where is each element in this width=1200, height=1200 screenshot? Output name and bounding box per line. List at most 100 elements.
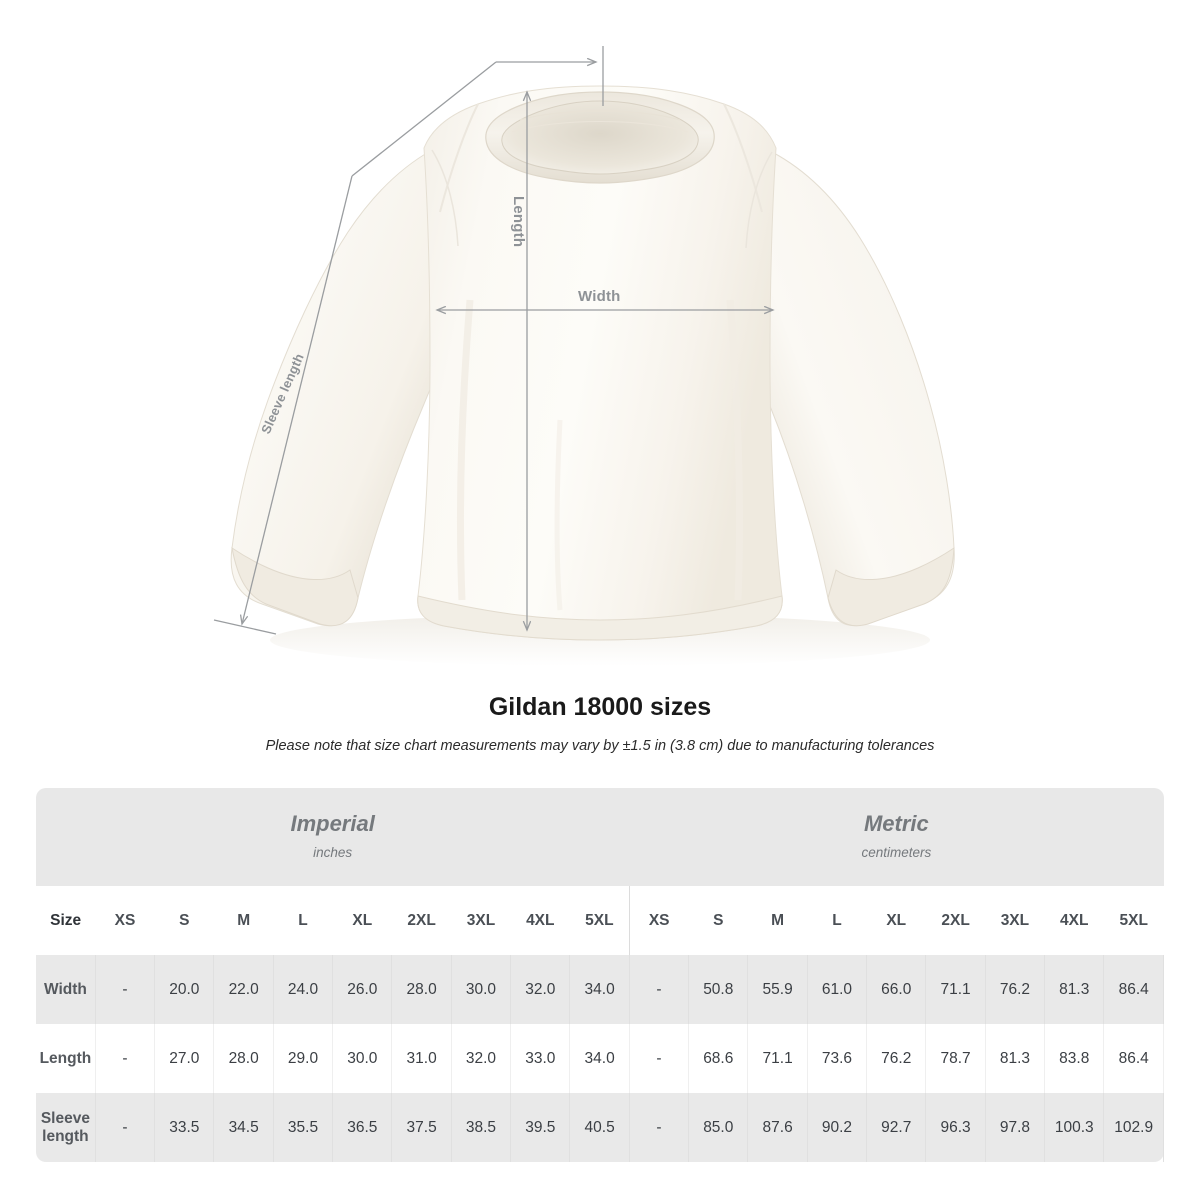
- size-header-imperial-m: M: [213, 886, 274, 955]
- cell-length-imperial-l: 29.0: [273, 1024, 334, 1093]
- cell-sleeve-imperial-4xl: 39.5: [510, 1093, 571, 1162]
- size-header-imperial-l: L: [273, 886, 333, 955]
- row-label-sleeve-length: Sleeve length: [36, 1093, 96, 1162]
- cell-length-imperial-xl: 30.0: [332, 1024, 393, 1093]
- size-header-imperial-xs: XS: [95, 886, 155, 955]
- cell-sleeve-metric-3xl: 97.8: [985, 1093, 1046, 1162]
- imperial-sublabel: inches: [313, 845, 353, 860]
- size-header-metric-l: L: [807, 886, 867, 955]
- cell-sleeve-metric-s: 85.0: [688, 1093, 749, 1162]
- cell-length-imperial-s: 27.0: [154, 1024, 215, 1093]
- cell-sleeve-imperial-3xl: 38.5: [451, 1093, 512, 1162]
- cell-length-imperial-3xl: 32.0: [451, 1024, 512, 1093]
- cell-width-metric-4xl: 81.3: [1044, 955, 1105, 1024]
- width-annotation-label: Width: [578, 288, 621, 305]
- size-header-metric-4xl: 4XL: [1044, 886, 1104, 955]
- row-label-width: Width: [36, 955, 96, 1024]
- sweatshirt-diagram: [213, 46, 955, 666]
- cell-sleeve-metric-2xl: 96.3: [925, 1093, 986, 1162]
- garment-illustration: Length Width Sleeve length: [213, 46, 955, 666]
- cell-length-imperial-4xl: 33.0: [510, 1024, 571, 1093]
- size-header-imperial-2xl: 2XL: [391, 886, 452, 955]
- size-header-metric-xs: XS: [628, 886, 689, 955]
- size-header-metric-2xl: 2XL: [925, 886, 986, 955]
- size-header-metric-xl: XL: [866, 886, 926, 955]
- cell-length-metric-xl: 76.2: [866, 1024, 927, 1093]
- cell-sleeve-imperial-5xl: 40.5: [569, 1093, 630, 1162]
- cell-length-imperial-xs: -: [95, 1024, 156, 1093]
- cell-width-imperial-5xl: 34.0: [569, 955, 630, 1024]
- cell-sleeve-metric-xs: -: [628, 1093, 690, 1162]
- metric-label: Metric: [863, 811, 929, 836]
- right-sleeve: [721, 151, 955, 627]
- size-header-imperial-3xl: 3XL: [451, 886, 511, 955]
- cell-width-imperial-xl: 26.0: [332, 955, 393, 1024]
- cell-length-imperial-m: 28.0: [213, 1024, 274, 1093]
- cell-length-metric-5xl: 86.4: [1103, 1024, 1164, 1093]
- size-chart-table: Imperial inches Metric centimeters Size …: [36, 788, 1164, 1162]
- cell-sleeve-imperial-2xl: 37.5: [391, 1093, 452, 1162]
- size-header-imperial-s: S: [154, 886, 214, 955]
- cell-width-metric-5xl: 86.4: [1103, 955, 1164, 1024]
- sleeve-bottom-tick: [213, 619, 277, 635]
- size-header-imperial-4xl: 4XL: [510, 886, 570, 955]
- right-cuff: [827, 547, 955, 627]
- cell-width-metric-2xl: 71.1: [925, 955, 986, 1024]
- cell-length-metric-3xl: 81.3: [985, 1024, 1046, 1093]
- page-title: Gildan 18000 sizes: [488, 693, 712, 721]
- metric-banner-cell: Metric centimeters: [629, 788, 1164, 886]
- size-header-metric-5xl: 5XL: [1103, 886, 1164, 955]
- table-row: Length - 27.0 28.0 29.0 30.0 31.0 32.0 3…: [36, 1024, 1164, 1093]
- neck-opening: [501, 100, 699, 175]
- cell-width-metric-3xl: 76.2: [985, 955, 1046, 1024]
- sleeve-diagonal-lower: [242, 175, 353, 624]
- cell-width-metric-m: 55.9: [747, 955, 808, 1024]
- cell-length-metric-s: 68.6: [688, 1024, 749, 1093]
- metric-sublabel: centimeters: [861, 845, 932, 860]
- cell-sleeve-metric-5xl: 102.9: [1103, 1093, 1164, 1162]
- cell-width-imperial-m: 22.0: [213, 955, 274, 1024]
- imperial-label: Imperial: [290, 811, 375, 836]
- left-cuff: [231, 546, 359, 627]
- cell-width-imperial-l: 24.0: [273, 955, 334, 1024]
- sleeve-length-measure: [213, 46, 604, 635]
- cell-sleeve-metric-4xl: 100.3: [1044, 1093, 1105, 1162]
- cell-length-metric-m: 71.1: [747, 1024, 808, 1093]
- cell-sleeve-imperial-xs: -: [95, 1093, 156, 1162]
- size-chart-table-wrapper: Imperial inches Metric centimeters Size …: [36, 788, 1164, 1162]
- cell-length-imperial-5xl: 34.0: [569, 1024, 630, 1093]
- cell-sleeve-metric-m: 87.6: [747, 1093, 808, 1162]
- cell-width-imperial-3xl: 30.0: [451, 955, 512, 1024]
- cell-width-imperial-4xl: 32.0: [510, 955, 571, 1024]
- cell-length-metric-2xl: 78.7: [925, 1024, 986, 1093]
- cell-width-metric-xl: 66.0: [866, 955, 927, 1024]
- size-header-imperial-5xl: 5XL: [569, 886, 630, 955]
- cell-length-metric-xs: -: [628, 1024, 690, 1093]
- title-block: Gildan 18000 sizes Please note that size…: [0, 690, 1200, 756]
- table-row: Width - 20.0 22.0 24.0 26.0 28.0 30.0 32…: [36, 955, 1164, 1024]
- cell-width-metric-l: 61.0: [807, 955, 868, 1024]
- cell-sleeve-metric-xl: 92.7: [866, 1093, 927, 1162]
- cell-width-metric-xs: -: [628, 955, 690, 1024]
- row-label-length: Length: [36, 1024, 96, 1093]
- imperial-banner-cell: Imperial inches: [36, 788, 630, 886]
- cell-sleeve-imperial-xl: 36.5: [332, 1093, 393, 1162]
- size-corner-label: Size: [36, 886, 96, 955]
- cell-length-metric-4xl: 83.8: [1044, 1024, 1105, 1093]
- left-sleeve: [230, 149, 479, 627]
- length-annotation-label: Length: [510, 196, 527, 248]
- sleeve-diagonal-upper: [351, 61, 497, 177]
- cell-sleeve-imperial-l: 35.5: [273, 1093, 334, 1162]
- tolerance-note: Please note that size chart measurements…: [265, 738, 935, 754]
- cell-length-metric-l: 73.6: [807, 1024, 868, 1093]
- size-header-row: Size XS S M L XL 2XL 3XL 4XL 5XL XS S M …: [36, 886, 1164, 955]
- cell-sleeve-imperial-s: 33.5: [154, 1093, 215, 1162]
- unit-banner-row: Imperial inches Metric centimeters: [36, 788, 1164, 886]
- cell-sleeve-metric-l: 90.2: [807, 1093, 868, 1162]
- size-header-metric-s: S: [688, 886, 748, 955]
- cell-width-imperial-2xl: 28.0: [391, 955, 452, 1024]
- cell-sleeve-imperial-m: 34.5: [213, 1093, 274, 1162]
- cell-length-imperial-2xl: 31.0: [391, 1024, 452, 1093]
- cell-width-imperial-s: 20.0: [154, 955, 215, 1024]
- size-header-metric-m: M: [747, 886, 808, 955]
